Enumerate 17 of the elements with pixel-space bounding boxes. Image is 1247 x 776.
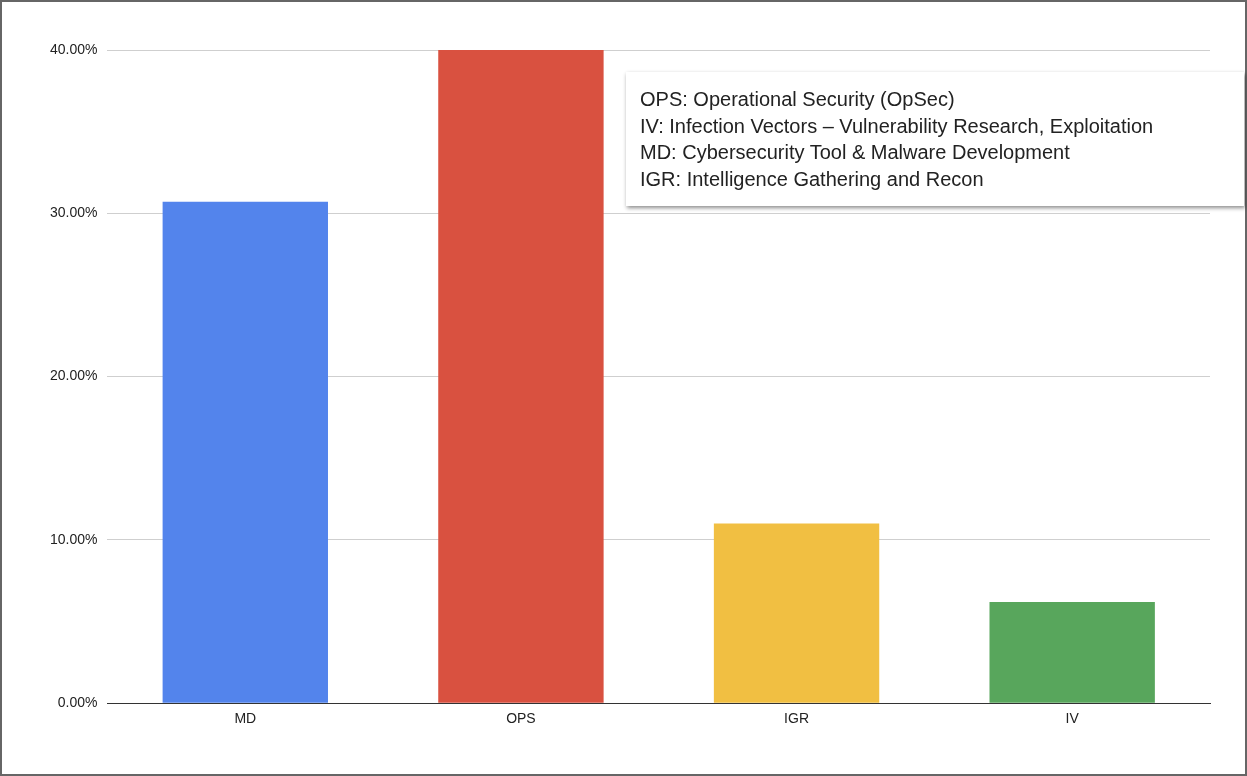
y-tick-label: 20.00% [50, 367, 98, 384]
y-tick-label: 30.00% [50, 204, 98, 221]
annotation: IV: Infection Vectors – Vulnerability Research, Exploitation [640, 113, 1155, 139]
bar [438, 50, 604, 703]
x-tick-label: OPS [506, 710, 536, 727]
bar [989, 601, 1155, 703]
y-tick-label: 0.00% [57, 694, 98, 711]
bar [162, 201, 328, 703]
x-tick-label: IV [1065, 710, 1080, 727]
x-tick-label: MD [234, 710, 257, 727]
x-tick-label: IGR [784, 710, 809, 727]
annotation: MD: Cybersecurity Tool & Malware Development [640, 140, 1071, 165]
annotation: OPS: Operational Security (OpSec) [640, 87, 956, 112]
annotation: IGR: Intelligence Gathering and Recon [640, 166, 985, 192]
y-tick-label: 40.00% [50, 40, 98, 57]
bar [713, 523, 880, 703]
y-tick-label: 10.00% [50, 530, 98, 547]
